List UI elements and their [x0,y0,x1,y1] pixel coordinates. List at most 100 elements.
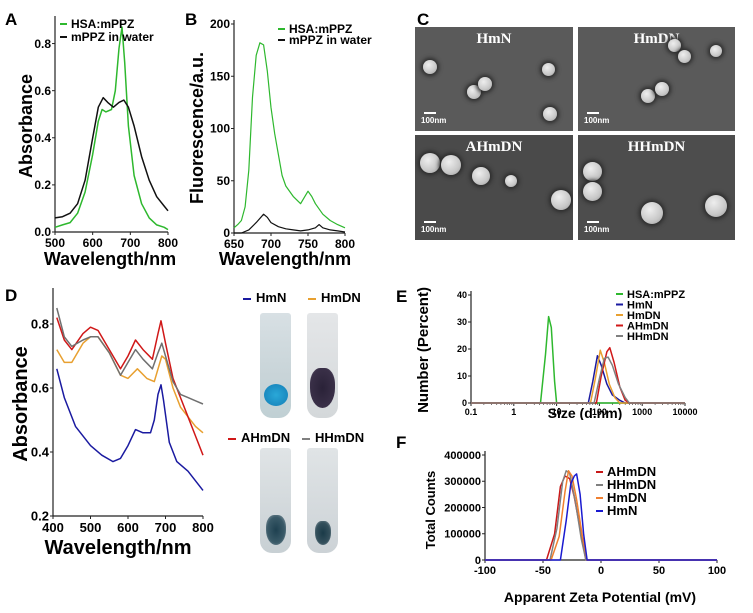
legend-item: HSA:mPPZ [60,17,134,31]
tube-photo-hmdn [307,313,338,418]
tube-photo-hhmdn [307,448,338,553]
legend-item: HSA:mPPZ [616,289,685,301]
series-line-ahmdn [471,346,685,404]
chart-f-zeta-potential: -100 -50 0 50 100 0 100000 200000 300000 400000 Ap… [423,450,726,605]
y-tick-label: 400000 [444,450,481,462]
series-line-hmn [56,368,204,491]
svg-text:HmDN: HmDN [627,310,661,322]
svg-text:HmN: HmN [627,300,653,312]
x-tick-label: -100 [474,565,496,577]
x-tick-label: 800 [158,236,178,250]
x-tick-label: 500 [45,236,65,250]
legend-item: AHmDN [616,321,669,333]
y-tick-label: 0 [223,226,230,240]
x-axis-label: Wavelength/nm [219,249,351,269]
legend-item: HmDN [596,490,647,505]
x-tick-label: 100 [592,407,607,417]
panel-label-f: F [396,433,407,452]
sem-image-ahmdn: AHmDN 100nm [415,135,573,240]
series-line-hmn [471,355,685,404]
series-line-hhmdn [56,307,204,405]
y-tick-label: 0 [462,398,467,408]
legend-swatch [228,437,236,440]
y-tick-label: 0.8 [34,37,51,51]
y-axis-label: Number (Percent) [415,287,432,413]
x-tick-label: 700 [261,237,281,251]
legend-item: mPPZ in water [278,33,372,47]
x-tick-label: 1 [511,407,516,417]
y-tick-label: 10 [457,371,467,381]
legend-item: HmN [596,503,637,518]
y-tick-label: 100 [210,122,230,136]
y-tick-label: 0.6 [34,84,51,98]
svg-text:HmDN: HmDN [607,490,647,505]
series-line-mppz-in-water [54,96,169,219]
legend-item: AHmDN [596,464,656,479]
x-tick-label: 400 [42,520,64,535]
legend-item: HHmDN [596,477,656,492]
svg-text:HHmDN: HHmDN [607,477,656,492]
x-tick-label: 700 [155,520,177,535]
y-tick-label: 0.2 [31,509,49,524]
x-axis-label: Size (d.nm) [548,405,623,420]
x-tick-label: 600 [117,520,139,535]
series-line-hmdn [56,336,204,434]
scale-bar: 100nm [421,221,446,234]
panel-label-d: D [5,286,18,305]
x-axis-label: Wavelength/nm [44,537,191,559]
sem-image-hmdn: HmDN 100nm [578,27,735,131]
y-axis-label: Total Counts [423,471,438,549]
x-tick-label: 600 [83,236,103,250]
svg-text:HSA:mPPZ: HSA:mPPZ [289,22,352,36]
x-tick-label: 100 [708,565,726,577]
y-tick-label: 0 [475,555,481,567]
panel-label-c: C [417,10,430,29]
x-tick-label: 50 [653,565,665,577]
legend-item: HSA:mPPZ [278,22,352,36]
svg-text:mPPZ in water: mPPZ in water [289,33,372,47]
legend-item: mPPZ in water [60,30,154,44]
x-tick-label: 10000 [672,407,697,417]
panel-label-b: B [185,10,198,29]
svg-text:HSA:mPPZ: HSA:mPPZ [71,17,134,31]
y-tick-label: 0.4 [31,445,50,460]
series-line-ahmdn [56,317,204,456]
x-axis-label: Wavelength/nm [44,249,176,269]
series-line-hhmdn [471,356,685,404]
legend-swatch [308,297,316,300]
sem-title: HmN [476,31,512,47]
scale-bar: 100nm [584,221,609,234]
y-axis-label: Fluorescence/a.u. [187,52,207,204]
svg-text:mPPZ in water: mPPZ in water [71,30,154,44]
y-tick-label: 0.2 [34,178,51,192]
legend-swatch [302,437,310,440]
tube-legend-hhmdn: HHmDN [302,430,364,445]
sem-title: HHmDN [627,139,686,155]
y-tick-label: 30 [457,317,467,327]
legend-swatch [243,297,251,300]
y-tick-label: 200000 [444,502,481,514]
x-tick-label: 0.1 [465,407,478,417]
y-tick-label: 0.8 [31,317,49,332]
x-tick-label: -50 [535,565,551,577]
chart-d-absorbance: 400 500 600 700 800 0.2 0.4 0.6 0.8 Wavelength/nm… [10,288,214,559]
x-tick-label: 650 [224,237,244,251]
series-line-hsa-mppz [233,42,346,229]
legend-item: HHmDN [616,331,669,343]
y-tick-label: 20 [457,344,467,354]
svg-text:HmN: HmN [607,503,637,518]
sem-title: HmDN [633,31,680,47]
panel-label-a: A [5,10,18,29]
x-tick-label: 10 [552,407,562,417]
x-tick-label: 1000 [632,407,652,417]
sem-image-hmn: HmN 100nm [415,27,573,131]
legend-item: HmN [616,300,653,312]
chart-b-fluorescence: 650 700 750 800 0 50 100 150 200 Wavelength/nm Flu… [187,17,372,269]
series-line-ahmdn [485,475,717,561]
tube-legend-hmn: HmN [243,290,286,305]
y-tick-label: 50 [217,174,231,188]
x-tick-label: 700 [120,236,140,250]
y-tick-label: 0.4 [34,131,51,145]
y-axis-label: Absorbance [16,74,36,178]
y-tick-label: 0.6 [31,381,49,396]
